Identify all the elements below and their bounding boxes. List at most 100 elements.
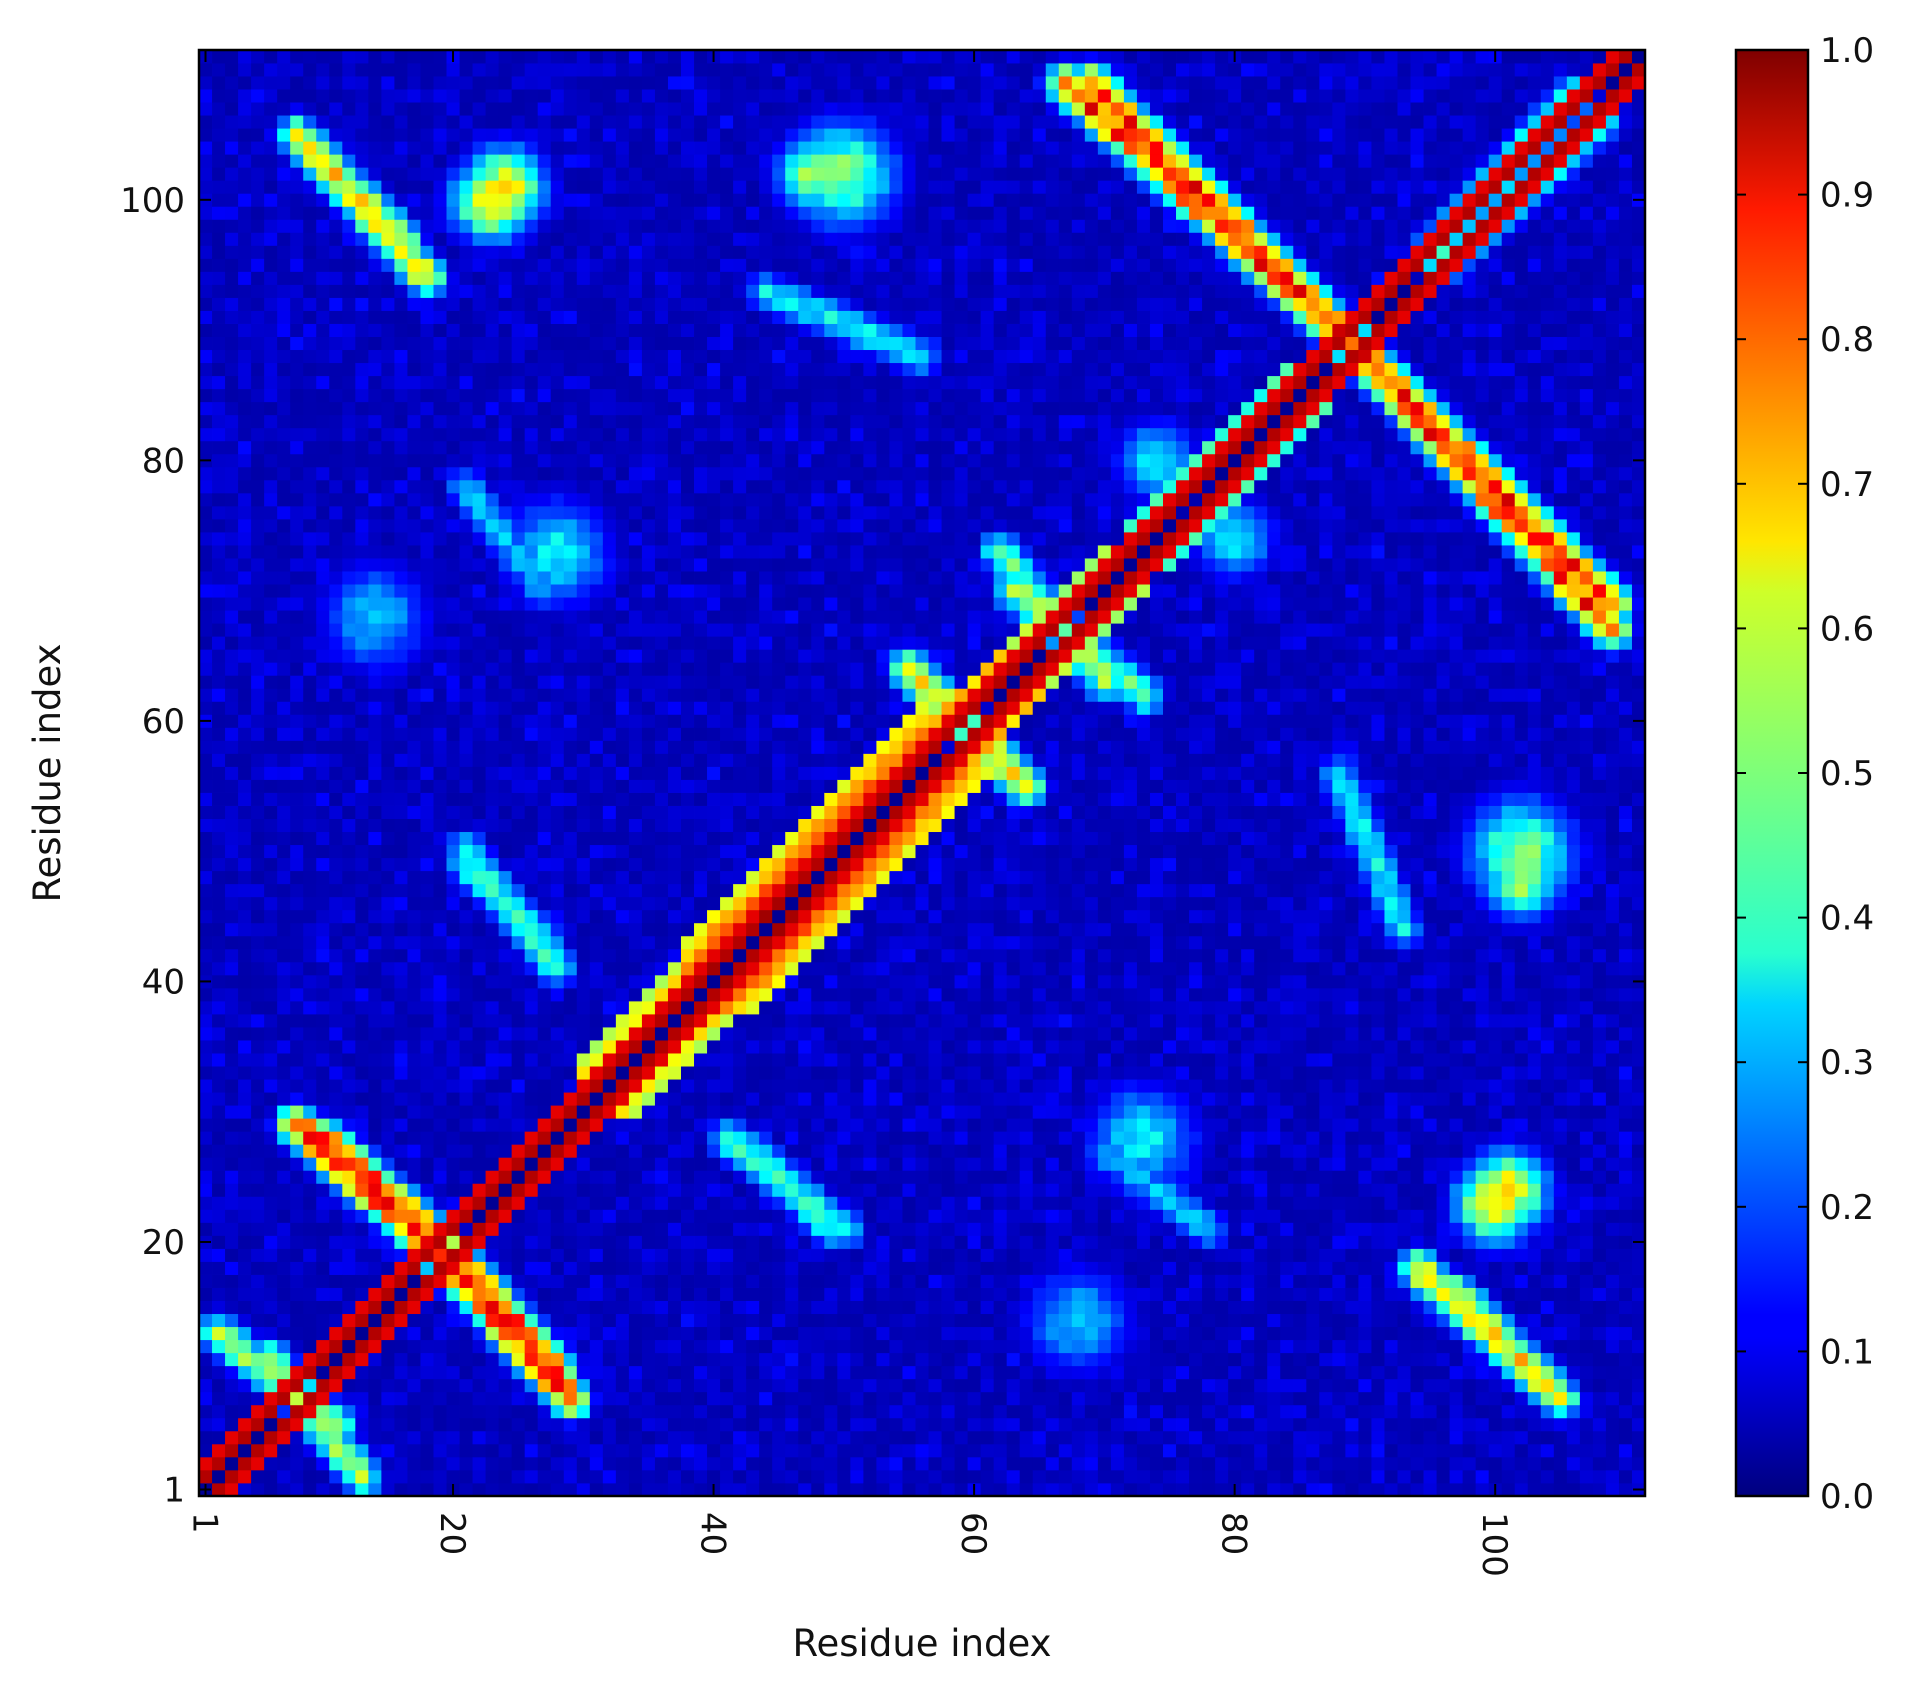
heatmap-cell: [550, 245, 565, 259]
heatmap-cell: [238, 76, 252, 90]
heatmap-cell: [759, 180, 773, 194]
heatmap-cell: [264, 805, 278, 819]
heatmap-cell: [524, 375, 539, 390]
heatmap-cell: [563, 1404, 578, 1419]
heatmap-cell: [329, 1339, 343, 1354]
heatmap-cell: [746, 388, 760, 403]
heatmap-cell: [420, 1352, 434, 1367]
heatmap-cell: [550, 1365, 565, 1380]
heatmap-cell: [654, 1443, 669, 1458]
heatmap-cell: [316, 141, 330, 155]
heatmap-cell: [342, 297, 356, 311]
heatmap-cell: [563, 597, 578, 611]
heatmap-cell: [238, 128, 252, 142]
heatmap-cell: [550, 1000, 565, 1015]
heatmap-cell: [720, 1456, 734, 1471]
heatmap-cell: [759, 636, 773, 650]
heatmap-cell: [641, 1157, 656, 1171]
heatmap-cell: [615, 1482, 630, 1497]
heatmap-cell: [277, 310, 291, 324]
heatmap-cell: [472, 362, 486, 377]
heatmap-cell: [602, 1378, 617, 1393]
heatmap-cell: [277, 505, 291, 520]
heatmap-cell: [342, 193, 356, 207]
heatmap-cell: [733, 1417, 747, 1432]
heatmap-cell: [628, 258, 643, 272]
heatmap-cell: [446, 1391, 460, 1406]
heatmap-cell: [303, 1131, 317, 1145]
heatmap-cell: [368, 610, 382, 624]
heatmap-cell: [511, 310, 526, 324]
heatmap-cell: [615, 323, 630, 337]
heatmap-cell: [303, 805, 317, 819]
heatmap-cell: [290, 961, 304, 976]
heatmap-cell: [407, 1352, 421, 1367]
heatmap-cell: [446, 1105, 460, 1119]
heatmap-cell: [277, 518, 291, 533]
heatmap-cell: [589, 401, 604, 416]
heatmap-cell: [537, 584, 552, 598]
heatmap-cell: [238, 1235, 252, 1249]
heatmap-cell: [615, 141, 630, 155]
heatmap-cell: [537, 805, 552, 819]
heatmap-cell: [381, 297, 395, 311]
heatmap-cell: [446, 870, 460, 885]
heatmap-cell: [746, 779, 760, 793]
heatmap-cell: [277, 1209, 291, 1223]
heatmap-cell: [290, 1248, 304, 1262]
heatmap-cell: [355, 128, 369, 142]
heatmap-cell: [576, 1378, 591, 1393]
heatmap-cell: [290, 128, 304, 142]
heatmap-cell: [746, 206, 760, 220]
heatmap-cell: [472, 1352, 486, 1367]
heatmap-cell: [524, 1222, 539, 1236]
heatmap-cell: [264, 1430, 278, 1445]
heatmap-cell: [628, 1287, 643, 1301]
heatmap-cell: [511, 1209, 526, 1223]
heatmap-cell: [381, 1456, 395, 1471]
heatmap-cell: [628, 961, 643, 976]
heatmap-cell: [537, 1352, 552, 1367]
heatmap-cell: [381, 154, 395, 168]
heatmap-cell: [524, 1157, 539, 1171]
heatmap-cell: [772, 284, 786, 298]
heatmap-cell: [602, 532, 617, 546]
heatmap-cell: [707, 1209, 721, 1223]
heatmap-cell: [563, 1014, 578, 1028]
heatmap-cell: [576, 518, 591, 533]
heatmap-cell: [550, 844, 565, 859]
heatmap-cell: [641, 375, 656, 390]
heatmap-cell: [681, 1326, 695, 1341]
heatmap-cell: [641, 987, 656, 1002]
heatmap-cell: [420, 1443, 434, 1458]
heatmap-cell: [498, 401, 513, 416]
heatmap-cell: [733, 1274, 747, 1288]
heatmap-cell: [433, 701, 447, 715]
heatmap-cell: [342, 1079, 356, 1093]
heatmap-cell: [628, 948, 643, 963]
heatmap-cell: [576, 323, 591, 337]
heatmap-cell: [576, 245, 591, 259]
heatmap-cell: [707, 401, 721, 416]
heatmap-cell: [654, 362, 669, 377]
heatmap-cell: [563, 375, 578, 390]
heatmap-cell: [199, 102, 213, 116]
heatmap-cell: [459, 1469, 473, 1484]
heatmap-cell: [681, 532, 695, 546]
heatmap-cell: [446, 167, 460, 181]
heatmap-cell: [472, 1209, 486, 1223]
heatmap-cell: [290, 571, 304, 585]
heatmap-cell: [772, 375, 786, 390]
heatmap-cell: [498, 284, 513, 298]
heatmap-cell: [707, 362, 721, 377]
heatmap-cell: [472, 245, 486, 259]
heatmap-cell: [342, 805, 356, 819]
heatmap-cell: [772, 1053, 786, 1067]
heatmap-cell: [368, 779, 382, 793]
heatmap-cell: [316, 1079, 330, 1093]
heatmap-cell: [225, 1131, 239, 1145]
heatmap-cell: [733, 532, 747, 546]
heatmap-cell: [199, 1326, 213, 1341]
heatmap-cell: [420, 1131, 434, 1145]
heatmap-cell: [368, 453, 382, 468]
